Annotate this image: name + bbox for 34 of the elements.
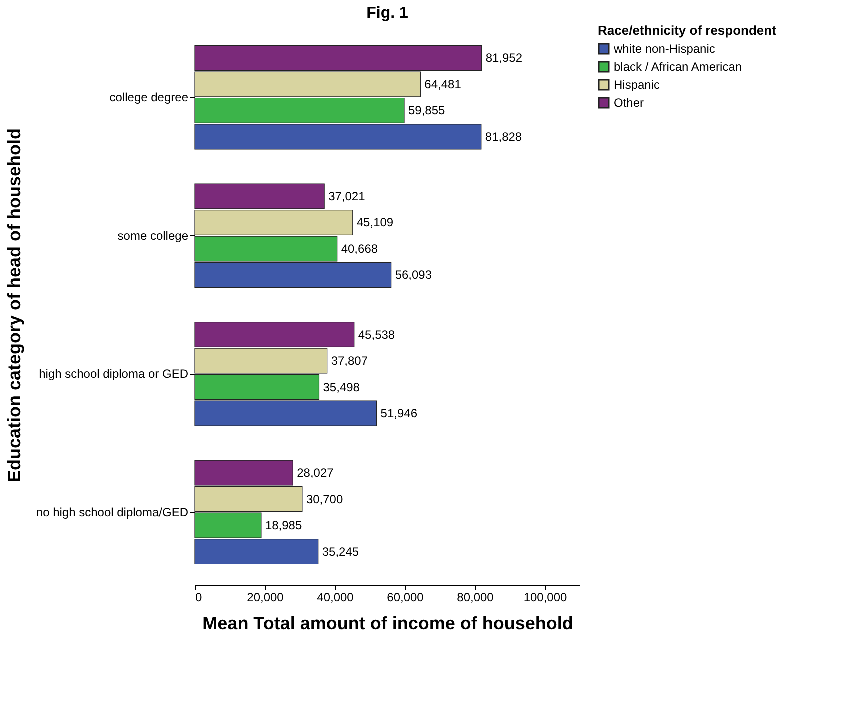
- data-label: 45,538: [358, 328, 396, 342]
- data-label: 37,807: [331, 354, 368, 368]
- x-tick-label: 80,000: [457, 590, 494, 604]
- legend-label: Other: [614, 96, 644, 110]
- data-label: 81,828: [485, 130, 522, 144]
- x-tick-label: 100,000: [524, 590, 568, 604]
- data-label: 59,855: [408, 104, 446, 118]
- data-label: 51,946: [380, 406, 418, 421]
- y-tick-label: high school diploma or GED: [39, 367, 189, 382]
- y-tick-label: no high school diploma/GED: [36, 505, 189, 520]
- legend-label: black / African American: [614, 60, 742, 74]
- data-label: 35,498: [323, 380, 360, 394]
- data-label: 64,481: [424, 77, 462, 92]
- data-label: 18,985: [265, 518, 302, 533]
- legend-title: Race/ethnicity of respondent: [598, 23, 778, 38]
- x-tick-label: 40,000: [317, 590, 354, 604]
- legend-label: Hispanic: [614, 78, 660, 92]
- data-label: 81,952: [486, 51, 523, 66]
- y-tick-label: college degree: [110, 90, 189, 105]
- data-label: 56,093: [395, 268, 432, 282]
- data-label: 45,109: [356, 216, 394, 230]
- x-tick-label: 0: [196, 590, 202, 604]
- y-tick-label: some college: [118, 228, 189, 243]
- data-label: 37,021: [328, 189, 366, 204]
- y-axis-title: Education category of head of household: [4, 128, 24, 483]
- chart-title: Fig. 1: [366, 5, 408, 22]
- x-tick-label: 20,000: [247, 590, 284, 604]
- legend-label: white non-Hispanic: [613, 42, 716, 56]
- x-axis-title: Mean Total amount of income of household: [202, 614, 574, 634]
- data-label: 40,668: [341, 242, 378, 256]
- data-label: 28,027: [297, 466, 334, 480]
- data-label: 35,245: [322, 544, 360, 559]
- data-label: 30,700: [306, 492, 344, 506]
- x-tick-label: 60,000: [387, 590, 424, 604]
